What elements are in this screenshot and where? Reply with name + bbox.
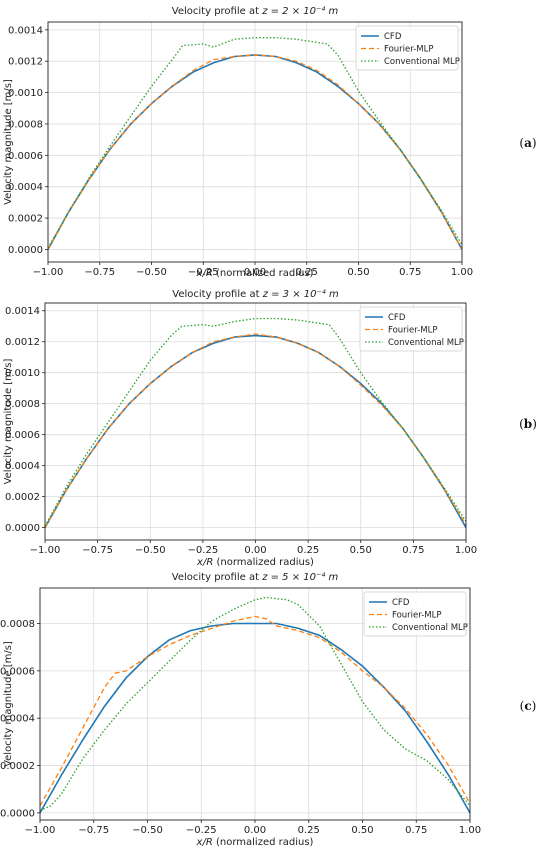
y-tick-label: 0.0002 (0, 761, 35, 772)
x-axis-label: x/R (normalized radius) (196, 837, 314, 848)
x-axis-label-rest: (normalized radius) (213, 268, 314, 279)
x-tick-label: 0.00 (244, 545, 266, 556)
chart-title-math: z = 2 × 10⁻⁴ m (261, 5, 338, 17)
x-tick-label: −0.25 (186, 825, 217, 836)
chart-title: Velocity profile at z = 2 × 10⁻⁴ m (172, 5, 339, 17)
series-line-cfd (39, 622, 471, 814)
legend-label: CFD (392, 598, 410, 608)
x-tick-label: −1.00 (25, 825, 56, 836)
y-tick-label: 0.0012 (5, 337, 40, 348)
y-tick-label: 0.0006 (0, 666, 35, 677)
legend-label: Fourier-MLP (384, 45, 433, 55)
legend-label: Conventional MLP (392, 623, 468, 633)
x-tick-label: −1.00 (33, 267, 64, 278)
chart-title-math: z = 3 × 10⁻⁴ m (262, 288, 339, 300)
x-tick-label: −0.50 (132, 825, 163, 836)
x-tick-label: 0.25 (296, 267, 318, 278)
y-tick-label: 0.0008 (0, 619, 35, 630)
x-tick-label: −0.50 (136, 267, 167, 278)
y-tick-label: 0.0002 (5, 492, 40, 503)
chart-title-prefix: Velocity profile at (172, 289, 262, 300)
legend-box (359, 306, 463, 352)
y-axis-label: Velocity magnitude [m/s] (3, 641, 14, 767)
series-line-fourier-mlp (39, 615, 471, 807)
panel-label: (b) (519, 417, 537, 431)
chart-title: Velocity profile at z = 3 × 10⁻⁴ m (172, 288, 339, 300)
legend-box (363, 591, 467, 637)
x-tick-label: −0.75 (82, 545, 113, 556)
y-tick-label: 0.0002 (8, 214, 43, 225)
y-tick-label: 0.0004 (5, 461, 40, 472)
legend-label: Conventional MLP (388, 338, 464, 348)
y-tick-label: 0.0014 (5, 306, 40, 317)
x-tick-label: 0.50 (350, 545, 372, 556)
chart-title-prefix: Velocity profile at (172, 572, 262, 583)
chart-title-prefix: Velocity profile at (172, 6, 262, 17)
y-tick-label: 0.0014 (8, 25, 43, 36)
legend-label: Fourier-MLP (392, 611, 441, 621)
chart-title-math: z = 5 × 10⁻⁴ m (261, 571, 338, 583)
x-tick-label: 0.75 (399, 267, 421, 278)
x-tick-label: 1.00 (451, 267, 473, 278)
legend-label: Conventional MLP (384, 57, 460, 67)
x-tick-label: 0.50 (347, 267, 369, 278)
panel-label: (a) (519, 136, 536, 150)
y-tick-label: 0.0000 (0, 808, 35, 819)
legend-label: Fourier-MLP (388, 326, 437, 336)
y-tick-label: 0.0006 (5, 430, 40, 441)
y-tick-label: 0.0008 (5, 399, 40, 410)
x-tick-label: 0.75 (405, 825, 427, 836)
legend-box (355, 25, 459, 71)
y-tick-label: 0.0006 (8, 151, 43, 162)
y-tick-label: 0.0010 (5, 368, 40, 379)
x-tick-label: −0.25 (188, 545, 219, 556)
series-line-conventional-mlp (47, 37, 463, 249)
x-tick-label: 1.00 (459, 825, 481, 836)
y-axis-label: Velocity magnitude [m/s] (3, 79, 14, 205)
y-tick-label: 0.0000 (8, 245, 43, 256)
x-tick-label: −0.25 (188, 267, 219, 278)
x-axis-label-math: x/R (196, 557, 213, 568)
x-tick-label: 1.00 (455, 545, 477, 556)
y-tick-label: 0.0004 (8, 182, 43, 193)
x-axis-label: x/R (normalized radius) (196, 557, 314, 568)
y-tick-label: 0.0012 (8, 57, 43, 68)
x-tick-label: −0.50 (135, 545, 166, 556)
x-axis-label-math: x/R (196, 268, 213, 279)
legend-label: CFD (388, 313, 406, 323)
y-tick-label: 0.0000 (5, 523, 40, 534)
legend-label: CFD (384, 32, 402, 42)
y-tick-label: 0.0004 (0, 714, 35, 725)
x-axis-label-math: x/R (196, 837, 213, 848)
chart-panel-3: −1.00 −0.75 −0.50 −0.25 0.00 0.25 0.50 0.75 1.00… (0, 571, 536, 848)
panel-label: (c) (520, 699, 537, 713)
x-tick-label: 0.00 (244, 825, 266, 836)
x-tick-label: 0.50 (351, 825, 373, 836)
x-tick-label: 0.25 (297, 545, 319, 556)
x-axis-label: x/R (normalized radius) (196, 268, 314, 279)
y-tick-label: 0.0008 (8, 119, 43, 130)
y-axis-label: Velocity magnitude [m/s] (3, 359, 14, 485)
x-tick-label: −1.00 (30, 545, 61, 556)
x-axis-label-rest: (normalized radius) (213, 837, 314, 848)
x-tick-label: −0.75 (84, 267, 115, 278)
y-tick-label: 0.0010 (8, 88, 43, 99)
x-tick-label: 0.75 (402, 545, 424, 556)
x-axis-label-rest: (normalized radius) (213, 557, 314, 568)
chart-title: Velocity profile at z = 5 × 10⁻⁴ m (172, 571, 339, 583)
chart-panel-2: −1.00 −0.75 −0.50 −0.25 0.00 0.25 0.50 0.75 1.00… (3, 288, 537, 568)
x-tick-label: −0.75 (78, 825, 109, 836)
x-tick-label: 0.00 (244, 267, 266, 278)
chart-panel-1: −1.00 −0.75 −0.50 −0.25 0.00 0.25 0.50 0.75 1.00… (3, 5, 537, 279)
x-tick-label: 0.25 (298, 825, 320, 836)
